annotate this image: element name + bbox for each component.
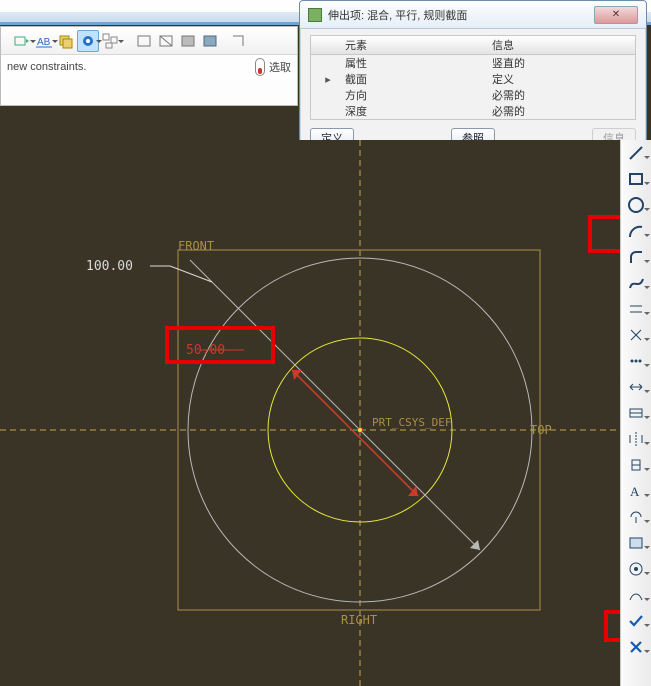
circle-icon[interactable] [622, 192, 651, 218]
tool-datum-icon[interactable] [77, 30, 99, 52]
trim-icon[interactable] [622, 504, 651, 530]
line-icon[interactable] [622, 140, 651, 166]
fillet-icon[interactable] [622, 244, 651, 270]
thermometer-icon [255, 58, 265, 76]
sketch-svg: 100.00 50.00 FRONT RIGHT TOP PRT_CSYS_DEF [0, 140, 620, 686]
point-icon[interactable] [622, 322, 651, 348]
toolbar-row: AB [1, 27, 297, 55]
svg-text:100.00: 100.00 [86, 259, 133, 274]
table-row[interactable]: ▸截面定义 [311, 71, 635, 87]
tool-hidden-icon[interactable] [155, 30, 177, 52]
close-x-icon[interactable] [622, 634, 651, 660]
svg-text:AB: AB [37, 37, 51, 48]
svg-text:A: A [630, 484, 640, 499]
tool-nohidden-icon[interactable] [177, 30, 199, 52]
select-label: 选取 [269, 59, 291, 75]
constraint-icon[interactable] [622, 452, 651, 478]
move-icon[interactable] [622, 582, 651, 608]
table-row[interactable]: 方向必需的 [311, 87, 635, 103]
tool-tree-icon[interactable] [99, 30, 121, 52]
check-icon[interactable] [622, 608, 651, 634]
svg-text:PRT_CSYS_DEF: PRT_CSYS_DEF [372, 416, 451, 429]
tool-extra-icon[interactable] [227, 30, 249, 52]
status-bar: new constraints. 选取 [1, 55, 297, 79]
tool-shade-icon[interactable] [199, 30, 221, 52]
section-icon[interactable] [622, 530, 651, 556]
tool-planes-icon[interactable] [55, 30, 77, 52]
mirror-icon[interactable] [622, 426, 651, 452]
text-icon[interactable]: A [622, 478, 651, 504]
status-text: new constraints. [7, 61, 86, 73]
dialog-titlebar[interactable]: 伸出项: 混合, 平行, 规则截面 ✕ [300, 1, 646, 29]
select-tool[interactable]: 选取 [255, 58, 291, 76]
table-row[interactable]: 深度必需的 [311, 103, 635, 119]
tool-view-icon[interactable] [11, 30, 33, 52]
arc-icon[interactable] [622, 218, 651, 244]
more-icon[interactable] [622, 348, 651, 374]
sketch-tool-palette: A [620, 140, 651, 686]
table-row[interactable]: 属性竖直的 [311, 55, 635, 71]
col-info: 信息 [488, 37, 635, 53]
svg-text:TOP: TOP [530, 423, 552, 437]
offset-icon[interactable] [622, 296, 651, 322]
grid-header: 元素 信息 [310, 35, 636, 55]
window-close-button[interactable]: ✕ [594, 6, 638, 24]
tool-layer-icon[interactable]: AB [33, 30, 55, 52]
dialog-icon [308, 8, 322, 22]
svg-text:FRONT: FRONT [178, 239, 214, 253]
toggle-icon[interactable] [622, 556, 651, 582]
tool-wire-icon[interactable] [133, 30, 155, 52]
dialog-title: 伸出项: 混合, 平行, 规则截面 [328, 7, 467, 23]
col-element: 元素 [341, 37, 488, 53]
spline-icon[interactable] [622, 270, 651, 296]
sketch-viewport[interactable]: 100.00 50.00 FRONT RIGHT TOP PRT_CSYS_DEF [0, 140, 620, 686]
svg-text:50.00: 50.00 [186, 343, 225, 358]
svg-text:RIGHT: RIGHT [341, 613, 377, 627]
dim-icon[interactable] [622, 374, 651, 400]
mod-dim-icon[interactable] [622, 400, 651, 426]
rect-icon[interactable] [622, 166, 651, 192]
main-toolbar: AB new constraints [0, 26, 298, 106]
